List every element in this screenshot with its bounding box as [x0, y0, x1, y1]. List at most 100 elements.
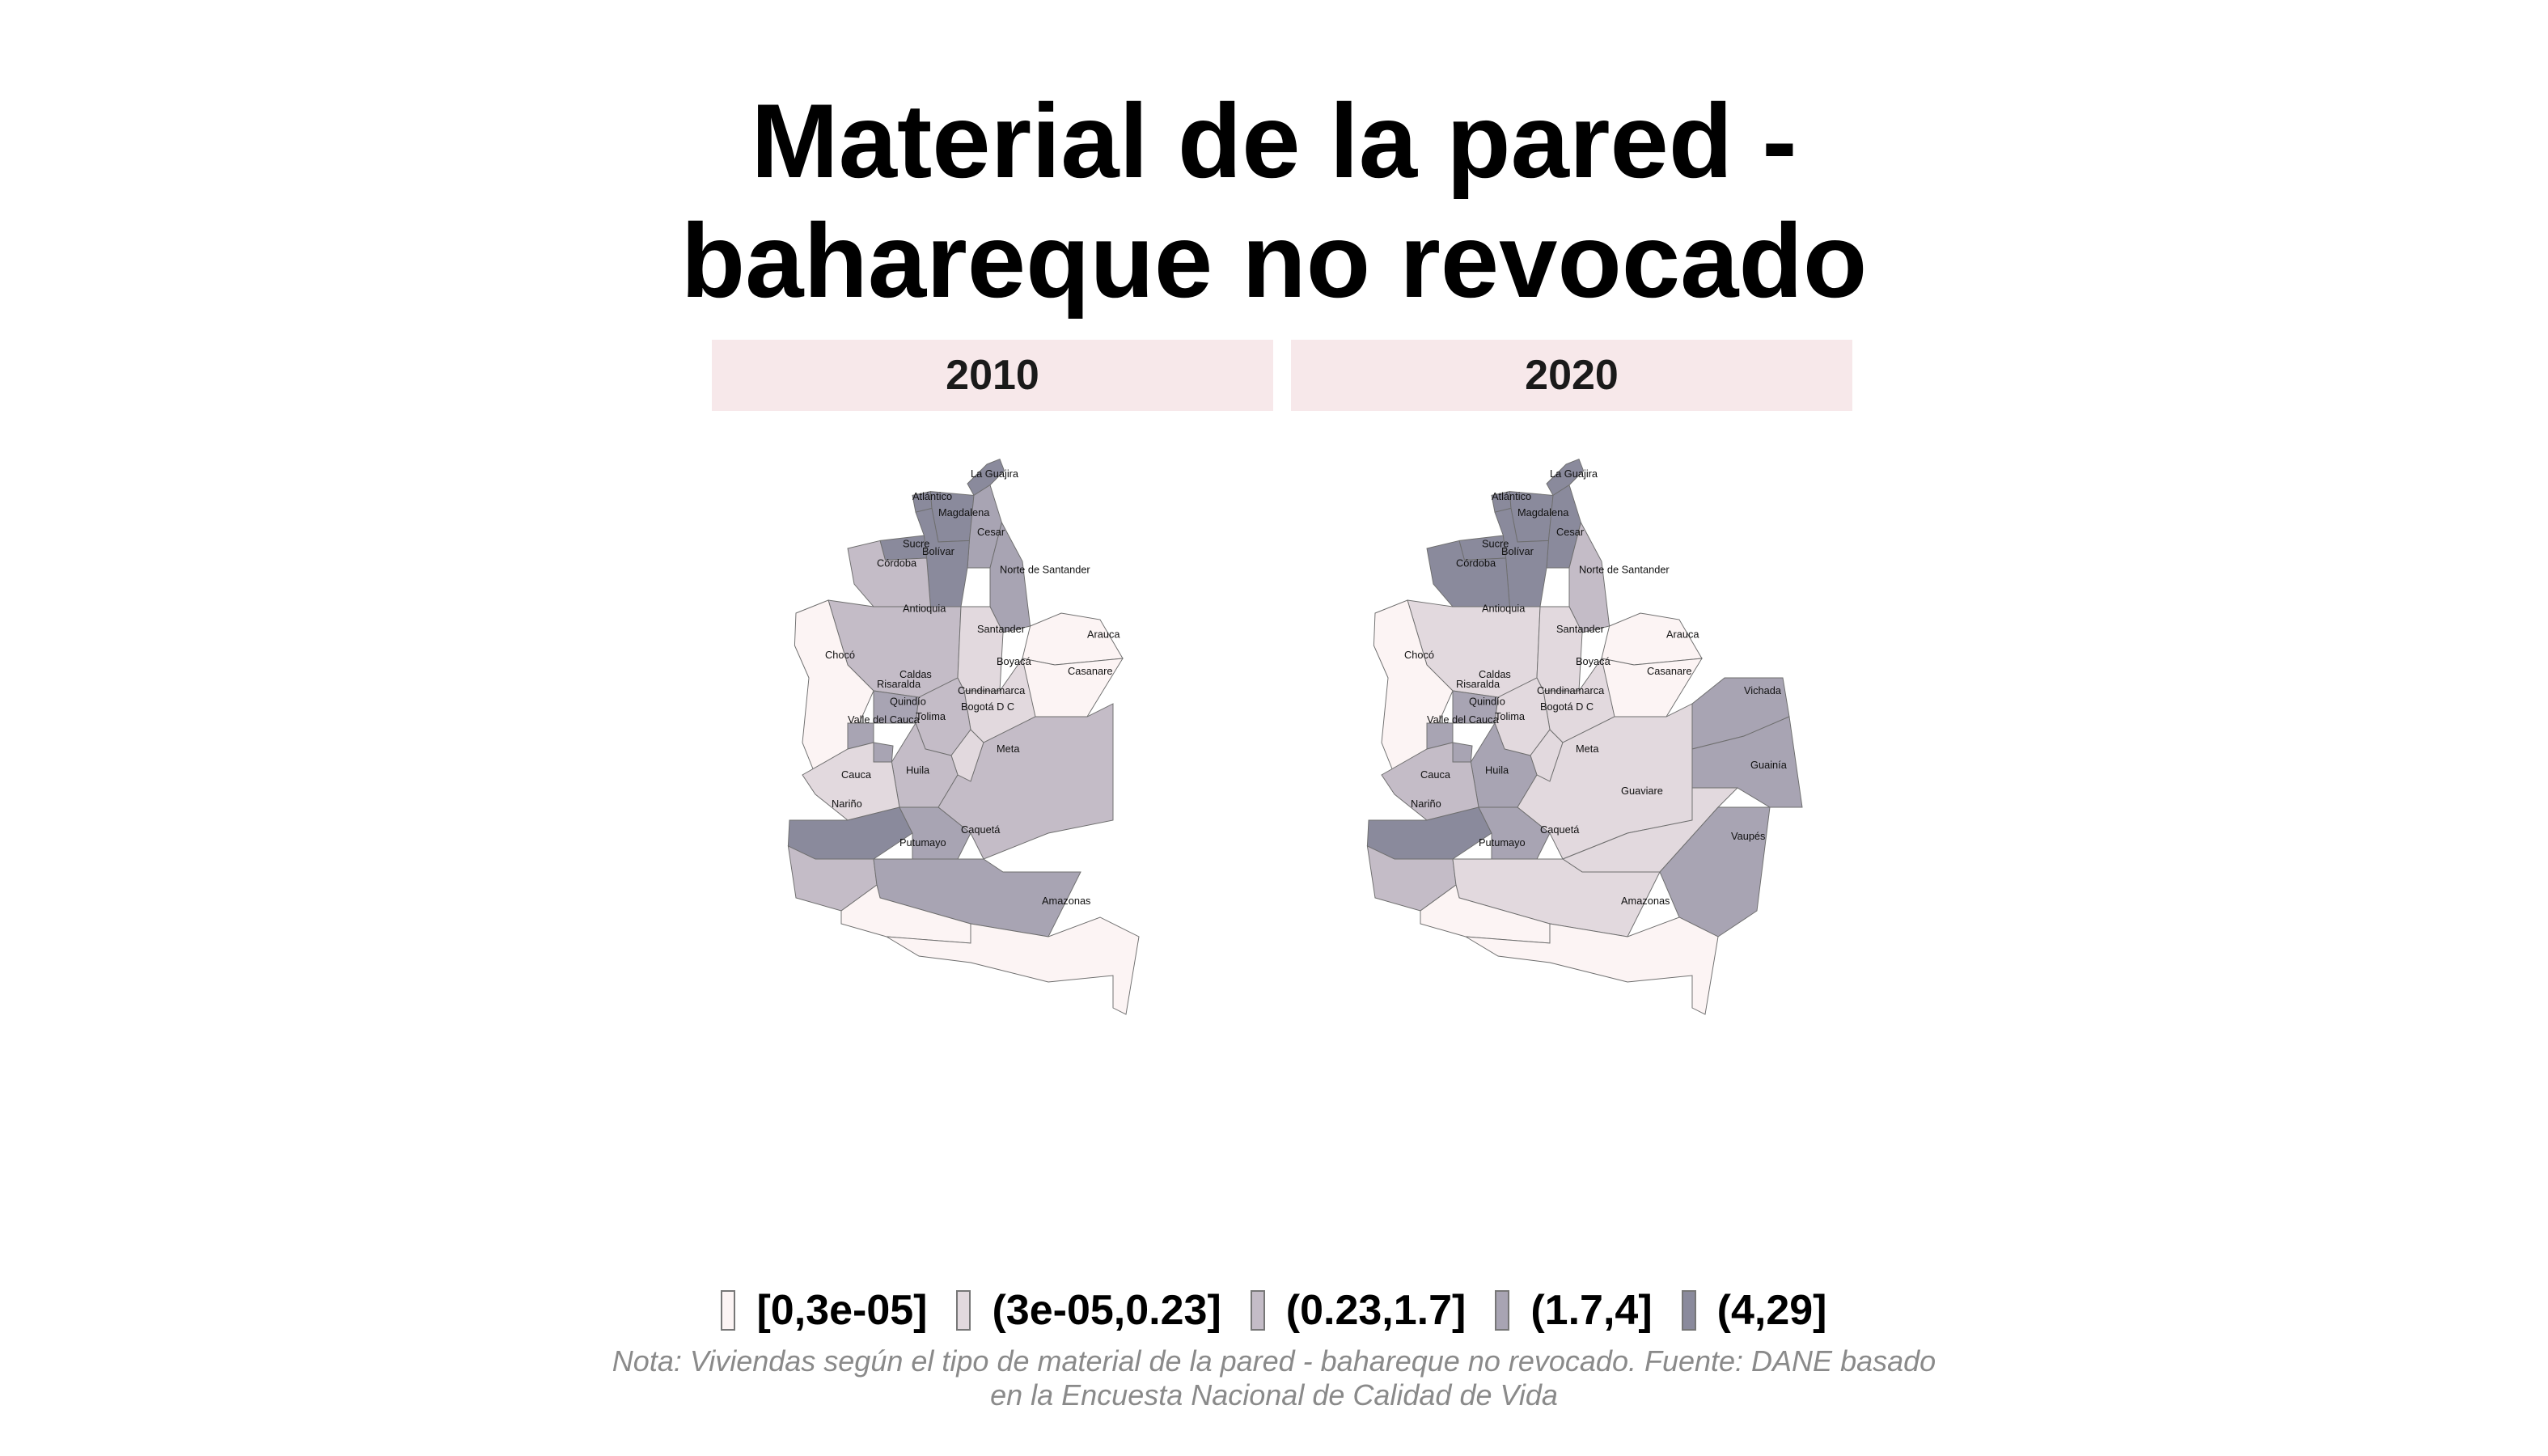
- map-panel-2010: La GuajiraAtlánticoMagdalenaCesarSucreBo…: [787, 458, 1140, 1015]
- region-label: Bolívar: [922, 545, 955, 557]
- legend-item: (4,29]: [1681, 1286, 1827, 1335]
- region-casanare: [1022, 658, 1124, 717]
- region-label: Cundinamarca: [1537, 684, 1605, 696]
- region-label: Cauca: [1420, 768, 1451, 781]
- legend-label: (1.7,4]: [1530, 1287, 1653, 1334]
- region-label: Caquetá: [961, 823, 1001, 836]
- legend-item: (1.7,4]: [1495, 1286, 1653, 1335]
- title-line-2: bahareque no revocado: [680, 201, 1868, 320]
- region-label: Guainía: [1750, 759, 1788, 771]
- region-label: Meta: [1576, 743, 1599, 755]
- region-label: Nariño: [832, 798, 862, 810]
- region-quind-o: [1452, 742, 1473, 763]
- region-c-rdoba: [847, 540, 931, 607]
- note-line-2: en la Encuesta Nacional de Calidad de Vi…: [990, 1378, 1558, 1412]
- region-label: Bogotá D C: [961, 700, 1014, 713]
- region-amazonas: [886, 916, 1140, 1015]
- region-label: Norte de Santander: [1000, 563, 1090, 575]
- legend-item: (0.23,1.7]: [1250, 1286, 1467, 1335]
- region-label: Arauca: [1087, 628, 1120, 640]
- region-label: Sucre: [903, 537, 929, 549]
- region-valle-del-cauca: [802, 742, 900, 821]
- region-label: Magdalena: [1517, 506, 1569, 518]
- region-label: Santander: [1556, 623, 1605, 635]
- legend-label: [0,3e-05]: [756, 1287, 928, 1334]
- region-label: Bolívar: [1501, 545, 1534, 557]
- region-label: Quindío: [890, 696, 926, 708]
- region-label: Antioquia: [903, 602, 946, 614]
- region-label: Córdoba: [877, 557, 917, 569]
- facet-label-2020: 2020: [1291, 340, 1852, 411]
- region-bol-var: [915, 507, 970, 607]
- region-label: Vaupés: [1731, 830, 1765, 842]
- legend: [0,3e-05] (3e-05,0.23] (0.23,1.7] (1.7,4…: [0, 1286, 2548, 1335]
- region-label: Tolima: [1495, 710, 1526, 722]
- region-label: Chocó: [825, 649, 855, 661]
- region-label: Cundinamarca: [958, 684, 1026, 696]
- region-label: Huila: [1485, 764, 1509, 776]
- map-panel-2020: La GuajiraAtlánticoMagdalenaCesarSucreBo…: [1366, 458, 1803, 1015]
- legend-swatch: [1250, 1290, 1265, 1331]
- region-label: Norte de Santander: [1579, 563, 1670, 575]
- region-bol-var: [1494, 507, 1549, 607]
- region-label: Cesar: [1556, 526, 1585, 538]
- legend-label: (0.23,1.7]: [1285, 1287, 1467, 1334]
- region-label: Vichada: [1744, 684, 1782, 696]
- region-label: Cesar: [977, 526, 1005, 538]
- region-label: Atlántico: [1492, 490, 1531, 502]
- map-title: Material de la pared - bahareque no revo…: [0, 81, 2548, 320]
- region-label: Risaralda: [1456, 678, 1500, 690]
- region-label: Magdalena: [938, 506, 990, 518]
- region-quind-o: [873, 742, 894, 763]
- region-label: Valle del Cauca: [1427, 713, 1500, 726]
- region-label: Boyacá: [1576, 655, 1611, 667]
- facet-label-2010: 2010: [712, 340, 1273, 411]
- region-label: Antioquia: [1482, 602, 1526, 614]
- region-santander: [957, 606, 1004, 692]
- legend-item: (3e-05,0.23]: [956, 1286, 1221, 1335]
- region-label: Valle del Cauca: [848, 713, 921, 726]
- region-label: Nariño: [1411, 798, 1441, 810]
- region-label: La Guajira: [971, 468, 1019, 480]
- legend-item: [0,3e-05]: [721, 1286, 927, 1335]
- region-label: Chocó: [1404, 649, 1434, 661]
- legend-swatch: [1495, 1290, 1510, 1331]
- region-label: Tolima: [916, 710, 946, 722]
- region-label: Santander: [977, 623, 1026, 635]
- region-label: La Guajira: [1550, 468, 1598, 480]
- region-label: Cauca: [841, 768, 872, 781]
- region-valle-del-cauca: [1381, 742, 1479, 821]
- region-label: Atlántico: [912, 490, 952, 502]
- region-label: Risaralda: [877, 678, 921, 690]
- legend-swatch: [721, 1290, 736, 1331]
- legend-swatch: [1681, 1290, 1696, 1331]
- region-c-rdoba: [1426, 540, 1510, 607]
- region-label: Caquetá: [1540, 823, 1580, 836]
- region-label: Sucre: [1482, 537, 1509, 549]
- note-line-1: Nota: Viviendas según el tipo de materia…: [612, 1344, 1936, 1378]
- legend-label: (3e-05,0.23]: [992, 1287, 1221, 1334]
- source-note: Nota: Viviendas según el tipo de materia…: [0, 1344, 2548, 1412]
- region-label: Boyacá: [997, 655, 1032, 667]
- region-label: Córdoba: [1456, 557, 1496, 569]
- region-label: Putumayo: [1479, 836, 1526, 849]
- region-label: Arauca: [1666, 628, 1699, 640]
- region-santander: [1536, 606, 1583, 692]
- region-label: Putumayo: [899, 836, 946, 849]
- region-label: Guaviare: [1621, 785, 1663, 797]
- legend-label: (4,29]: [1716, 1287, 1827, 1334]
- title-line-1: Material de la pared -: [751, 82, 1797, 200]
- region-label: Caldas: [1479, 668, 1511, 680]
- legend-swatch: [956, 1290, 971, 1331]
- region-label: Amazonas: [1042, 895, 1090, 907]
- region-label: Amazonas: [1621, 895, 1670, 907]
- region-casanare: [1601, 658, 1703, 717]
- region-label: Meta: [997, 743, 1020, 755]
- region-label: Caldas: [899, 668, 932, 680]
- region-label: Huila: [906, 764, 930, 776]
- region-label: Casanare: [1068, 665, 1113, 677]
- region-label: Casanare: [1647, 665, 1692, 677]
- region-label: Bogotá D C: [1540, 700, 1594, 713]
- region-label: Quindío: [1469, 696, 1505, 708]
- region-amazonas: [1465, 916, 1719, 1015]
